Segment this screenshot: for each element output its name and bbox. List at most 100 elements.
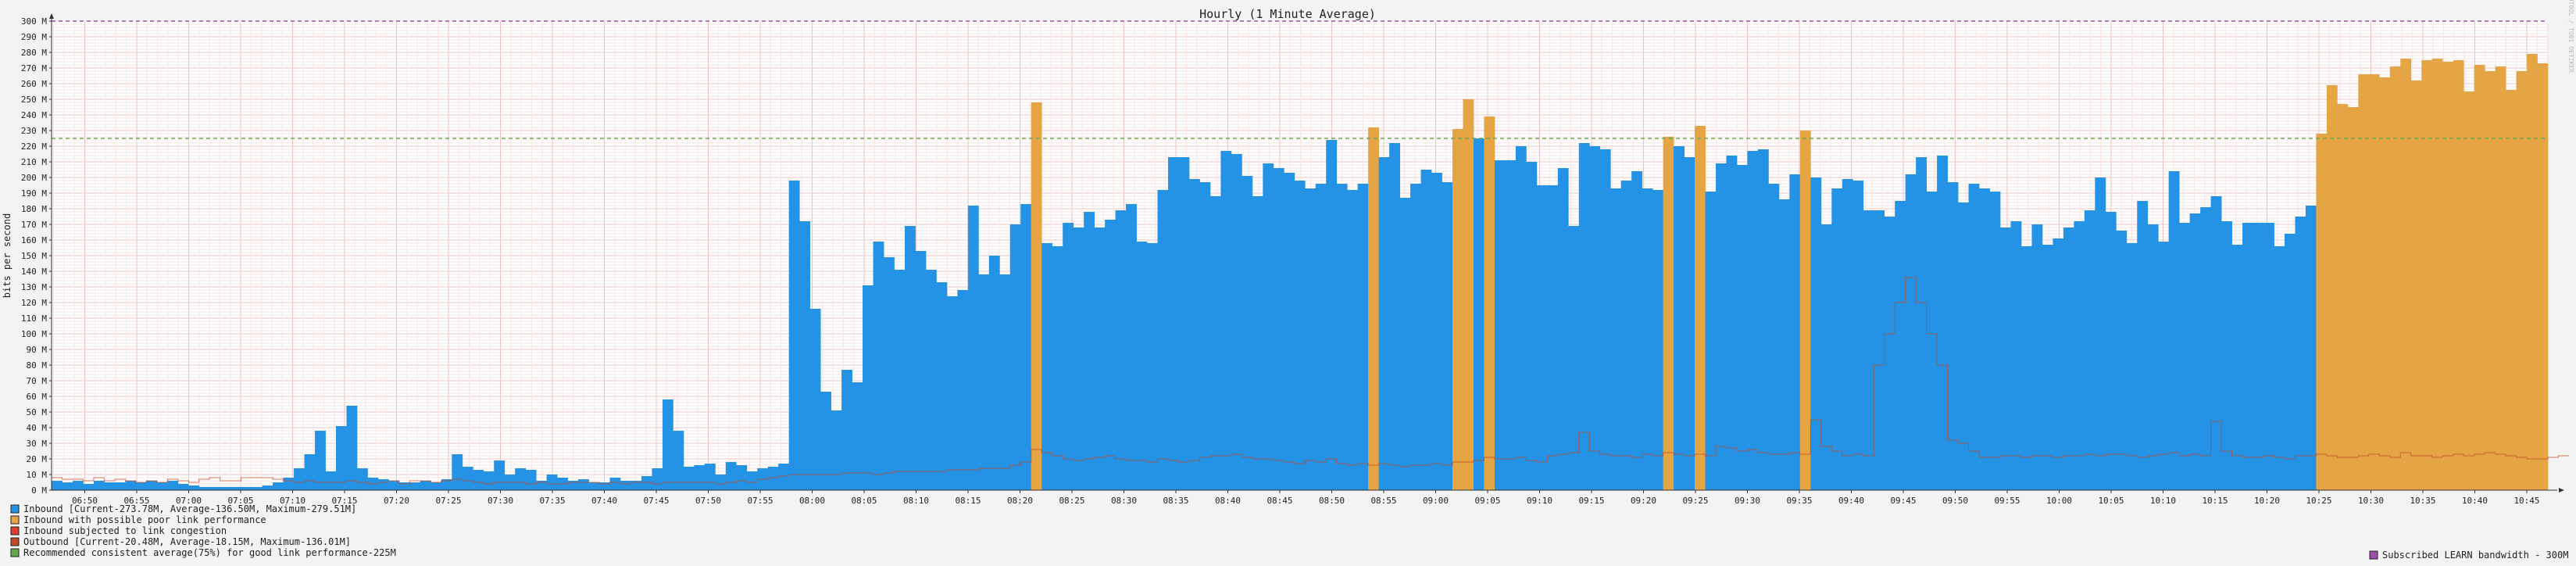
y-tick-label: 150 M bbox=[21, 251, 47, 261]
bar-inbound bbox=[1947, 182, 1959, 490]
y-tick-label: 40 M bbox=[27, 423, 48, 433]
bar-poor-performance bbox=[1695, 126, 1706, 490]
reference-lines bbox=[52, 20, 2548, 139]
legend-swatch bbox=[10, 515, 20, 525]
bar-inbound bbox=[894, 270, 906, 490]
bar-inbound bbox=[1115, 210, 1127, 490]
bar-inbound bbox=[125, 481, 137, 490]
bar-inbound bbox=[1052, 246, 1063, 490]
bar-inbound bbox=[1399, 198, 1411, 490]
bar-poor-performance bbox=[2410, 81, 2422, 490]
bar-inbound bbox=[304, 454, 316, 490]
y-tick-label: 300 M bbox=[21, 16, 47, 27]
bar-inbound bbox=[2221, 221, 2232, 490]
bar-inbound bbox=[1220, 151, 1232, 490]
legend-swatch bbox=[10, 537, 20, 546]
bar-poor-performance bbox=[2316, 134, 2328, 490]
bar-inbound bbox=[483, 471, 495, 490]
bar-inbound bbox=[694, 465, 706, 490]
bar-inbound bbox=[609, 478, 621, 490]
legend-swatch-subscribed bbox=[2369, 550, 2378, 560]
bar-inbound bbox=[220, 487, 231, 490]
x-tick-label: 08:30 bbox=[1111, 496, 1137, 506]
bar-inbound bbox=[673, 431, 684, 490]
legend-label: Inbound [Current-273.78M, Average-136.50… bbox=[23, 503, 356, 514]
bar-inbound bbox=[1494, 160, 1506, 490]
y-tick-label: 190 M bbox=[21, 188, 47, 199]
bar-inbound bbox=[1473, 138, 1485, 490]
bar-inbound bbox=[2284, 234, 2296, 490]
bar-inbound bbox=[2168, 171, 2180, 490]
bar-inbound bbox=[631, 481, 642, 490]
bar-inbound bbox=[1599, 149, 1611, 490]
legend-label: Inbound subjected to link congestion bbox=[23, 525, 227, 536]
bar-inbound bbox=[1684, 157, 1695, 490]
bar-poor-performance bbox=[2516, 71, 2528, 490]
y-tick-label: 270 M bbox=[21, 63, 47, 73]
x-tick-label: 08:40 bbox=[1215, 496, 1241, 506]
bar-inbound bbox=[335, 426, 347, 490]
bar-inbound bbox=[884, 257, 895, 490]
bar-inbound bbox=[1136, 242, 1148, 490]
x-axis-arrow bbox=[2559, 488, 2564, 493]
bar-inbound bbox=[999, 274, 1011, 490]
bar-inbound bbox=[536, 481, 548, 490]
bar-inbound bbox=[1347, 190, 1359, 490]
x-tick-label: 08:50 bbox=[1319, 496, 1345, 506]
x-tick-label: 10:45 bbox=[2513, 496, 2539, 506]
bar-inbound bbox=[925, 270, 937, 490]
bar-inbound bbox=[2147, 224, 2159, 490]
bar-inbound bbox=[515, 468, 527, 490]
bar-inbound bbox=[1642, 188, 1653, 490]
bar-inbound bbox=[1188, 179, 1200, 490]
bar-inbound bbox=[2126, 243, 2138, 490]
bar-inbound bbox=[156, 482, 168, 490]
x-tick-label: 10:35 bbox=[2410, 496, 2435, 506]
bar-inbound bbox=[2084, 210, 2095, 490]
bar-inbound bbox=[831, 410, 842, 490]
bar-poor-performance bbox=[1031, 102, 1042, 490]
bar-inbound bbox=[72, 481, 84, 490]
x-tick-label: 09:10 bbox=[1527, 496, 1552, 506]
bar-inbound bbox=[1705, 192, 1717, 490]
bar-inbound bbox=[1810, 177, 1822, 490]
bar-inbound bbox=[873, 242, 884, 490]
bar-inbound bbox=[209, 487, 221, 490]
bar-inbound bbox=[1284, 173, 1295, 490]
bar-inbound bbox=[1526, 162, 1538, 490]
bar-inbound bbox=[2274, 246, 2285, 490]
x-tick-label: 10:05 bbox=[2098, 496, 2124, 506]
bar-inbound bbox=[799, 221, 811, 490]
bar-inbound bbox=[1979, 188, 1990, 490]
bar-inbound bbox=[2010, 221, 2022, 490]
bar-inbound bbox=[567, 481, 579, 490]
x-tick-label: 07:35 bbox=[539, 496, 565, 506]
x-tick-label: 07:45 bbox=[643, 496, 669, 506]
bar-inbound bbox=[767, 467, 779, 490]
bar-poor-performance bbox=[2368, 74, 2380, 490]
bar-inbound bbox=[736, 465, 748, 490]
bar-inbound bbox=[1820, 224, 1832, 490]
bar-inbound bbox=[967, 206, 979, 490]
bar-poor-performance bbox=[2527, 54, 2538, 490]
x-tick-label: 07:20 bbox=[384, 496, 409, 506]
bar-inbound bbox=[1610, 188, 1622, 490]
bar-inbound bbox=[1294, 181, 1306, 490]
x-tick-label: 07:30 bbox=[488, 496, 513, 506]
x-tick-label: 07:40 bbox=[591, 496, 617, 506]
bar-inbound bbox=[356, 468, 368, 490]
y-tick-label: 70 M bbox=[27, 376, 48, 386]
bar-inbound bbox=[1989, 192, 2001, 490]
bar-inbound bbox=[398, 482, 410, 490]
y-tick-label: 290 M bbox=[21, 32, 47, 42]
x-tick-label: 08:00 bbox=[799, 496, 825, 506]
bar-inbound bbox=[841, 370, 852, 490]
bar-inbound bbox=[1747, 151, 1759, 490]
bar-inbound bbox=[346, 406, 358, 490]
x-tick-label: 09:05 bbox=[1474, 496, 1500, 506]
bar-inbound bbox=[2116, 231, 2128, 490]
bar-inbound bbox=[1937, 156, 1948, 490]
bar-inbound bbox=[599, 482, 610, 490]
bar-inbound bbox=[525, 470, 537, 490]
